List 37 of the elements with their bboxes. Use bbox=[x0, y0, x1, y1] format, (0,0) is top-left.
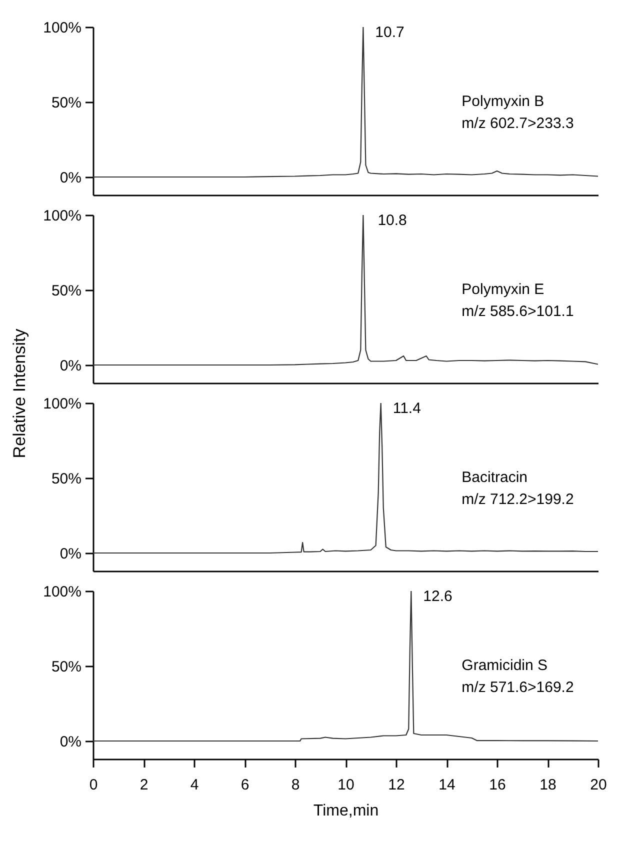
x-tick-label: 14 bbox=[438, 776, 456, 794]
y-tick-label: 0% bbox=[60, 734, 82, 750]
x-tick-label: 20 bbox=[590, 776, 607, 794]
y-axis-title: Relative Intensity bbox=[10, 328, 30, 458]
x-tick-label: 2 bbox=[140, 776, 148, 794]
y-tick-label: 100% bbox=[43, 20, 82, 36]
y-tick-label: 0% bbox=[60, 170, 82, 186]
y-tick-label: 100% bbox=[43, 396, 82, 412]
y-tick-label: 100% bbox=[43, 584, 82, 600]
y-tick-label: 50% bbox=[51, 658, 82, 676]
annotation: Gramicidin S m/z 571.6>169.2 bbox=[462, 657, 574, 696]
x-tick-label: 18 bbox=[540, 776, 556, 794]
x-tick-label: 0 bbox=[89, 776, 98, 794]
annotation: 11.4 bbox=[392, 400, 421, 417]
y-tick-label: 50% bbox=[51, 94, 82, 112]
annotation: 10.7 bbox=[375, 24, 404, 41]
x-tick-label: 12 bbox=[388, 776, 405, 794]
x-tick-label: 4 bbox=[190, 776, 199, 794]
annotation: Polymyxin E m/z 585.6>101.1 bbox=[462, 281, 574, 320]
y-tick-label: 0% bbox=[60, 358, 82, 374]
annotation: 12.6 bbox=[423, 588, 452, 605]
y-tick-label: 100% bbox=[43, 208, 82, 224]
x-axis-title: Time,min bbox=[313, 802, 379, 820]
line-series bbox=[93, 215, 598, 366]
line-series bbox=[93, 403, 598, 554]
x-tick-label: 10 bbox=[338, 776, 354, 794]
x-tick-label: 16 bbox=[489, 776, 506, 794]
annotation: Polymyxin B m/z 602.7>233.3 bbox=[462, 93, 574, 132]
line-series bbox=[93, 27, 598, 178]
annotation: 10.8 bbox=[378, 212, 407, 229]
y-tick-label: 50% bbox=[51, 282, 82, 300]
y-tick-label: 50% bbox=[51, 470, 82, 488]
x-tick-label: 6 bbox=[240, 776, 250, 794]
y-tick-label: 0% bbox=[60, 546, 82, 562]
annotation: Bacitracin m/z 712.2>199.2 bbox=[462, 469, 574, 508]
x-tick-label: 8 bbox=[291, 776, 300, 794]
line-series bbox=[93, 591, 598, 742]
